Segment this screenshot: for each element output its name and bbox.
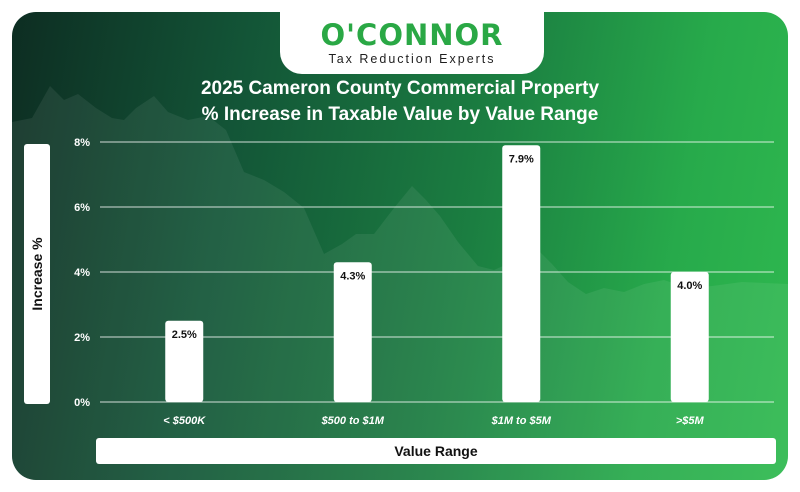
bar-value-label: 2.5% bbox=[172, 329, 197, 341]
brand-logo: O'CONNOR Tax Reduction Experts bbox=[280, 12, 544, 74]
brand-name: O'CONNOR bbox=[320, 18, 504, 52]
x-tick-label: >$5M bbox=[676, 415, 705, 427]
y-tick-label: 6% bbox=[74, 202, 90, 214]
bar bbox=[670, 272, 709, 402]
bar-chart-plot: 0% 2% 4% 6% 8% 2.5% < $500K 4.3% $500 to $1M 7.9%… bbox=[74, 137, 774, 427]
y-axis-label-box bbox=[24, 144, 50, 404]
x-axis-label: Value Range bbox=[96, 438, 776, 464]
x-tick-label: $1M to $5M bbox=[491, 415, 552, 427]
brand-tagline: Tax Reduction Experts bbox=[328, 52, 496, 66]
bar bbox=[333, 262, 372, 402]
y-tick-label: 8% bbox=[74, 137, 90, 149]
y-tick-label: 0% bbox=[74, 397, 90, 409]
bar bbox=[165, 320, 204, 402]
chart-title: 2025 Cameron County Commercial Property bbox=[200, 78, 600, 99]
y-tick-label: 4% bbox=[74, 267, 90, 279]
y-tick-label: 2% bbox=[74, 332, 90, 344]
x-tick-label: < $500K bbox=[163, 415, 206, 427]
x-tick-label: $500 to $1M bbox=[321, 415, 385, 427]
bar-value-label: 4.0% bbox=[677, 280, 702, 292]
chart-card: O'CONNOR Tax Reduction Experts 2025 Came… bbox=[12, 12, 788, 480]
background-mountain-graphic bbox=[12, 86, 788, 480]
chart-subtitle: % Increase in Taxable Value by Value Ran… bbox=[201, 104, 599, 125]
bar-value-label: 4.3% bbox=[340, 270, 365, 282]
bar-value-label: 7.9% bbox=[509, 153, 534, 165]
bar bbox=[502, 145, 541, 402]
